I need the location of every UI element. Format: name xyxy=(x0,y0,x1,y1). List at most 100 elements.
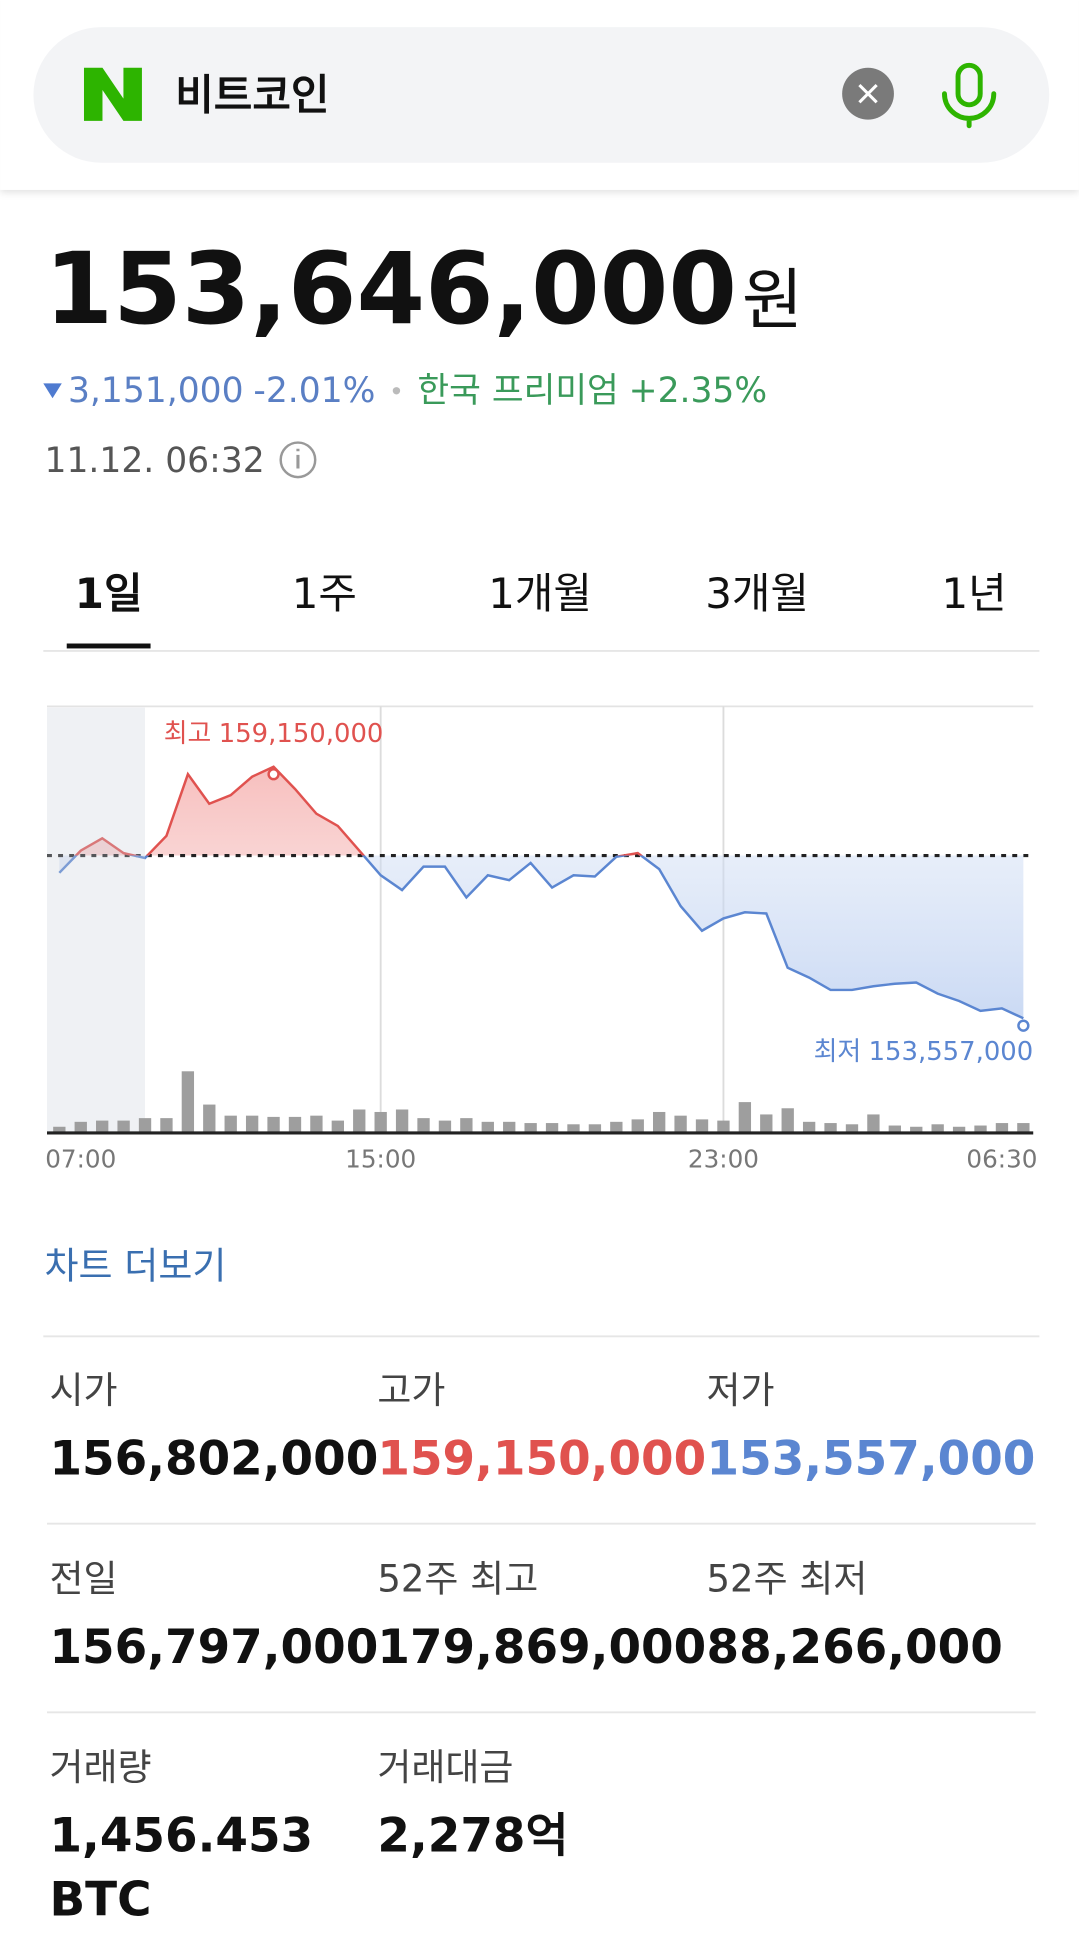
stat-value: 159,150,000 xyxy=(377,1432,706,1486)
low-label-text: 최저 xyxy=(814,1037,862,1067)
volume-bar xyxy=(631,1119,644,1133)
stat-label: 저가 xyxy=(707,1369,775,1412)
volume-bar xyxy=(888,1125,901,1133)
search-query[interactable]: 비트코인 xyxy=(175,71,329,120)
volume-bar xyxy=(845,1124,859,1133)
stat-value: 156,802,000 xyxy=(49,1432,378,1486)
tab-indicator xyxy=(66,643,151,649)
premium-value: +2.35% xyxy=(629,371,768,411)
price-line-down xyxy=(58,855,1024,1020)
tab[interactable]: 1주 xyxy=(292,569,357,618)
price-unit: 원 xyxy=(742,261,803,339)
stat-label: 거래대금 xyxy=(377,1746,513,1789)
tabs: 1일 1주 1개월 3개월 1년 xyxy=(75,569,1007,618)
high-marker xyxy=(267,768,280,781)
volume-bar xyxy=(524,1123,537,1133)
volume-bar xyxy=(610,1121,623,1133)
volume-bar xyxy=(267,1116,280,1133)
stat-label: 52주 최고 xyxy=(377,1558,538,1601)
volume-bar xyxy=(952,1126,966,1133)
volume-bar xyxy=(717,1120,730,1133)
high-label: 최고 159,150,000 xyxy=(164,719,384,749)
volume-bar xyxy=(53,1126,66,1133)
volume-bar xyxy=(910,1126,923,1133)
down-arrow xyxy=(43,383,62,399)
area-up xyxy=(76,766,642,856)
volume-bar xyxy=(310,1115,323,1133)
volume-bar xyxy=(802,1121,816,1133)
tab[interactable]: 1개월 xyxy=(488,569,592,618)
stat-label: 고가 xyxy=(377,1369,445,1412)
search-bar[interactable] xyxy=(33,27,1050,163)
volume-bar xyxy=(974,1125,987,1133)
volume-bar xyxy=(653,1111,666,1133)
stat-value: 88,266,000 xyxy=(707,1621,1003,1675)
volume-bar xyxy=(74,1121,87,1133)
volume-bar xyxy=(824,1123,837,1133)
volume-bar xyxy=(931,1124,944,1133)
stat-label: 시가 xyxy=(49,1369,117,1412)
volume-bar xyxy=(353,1109,366,1133)
mic-button[interactable] xyxy=(942,62,997,129)
premium-label: 한국 프리미엄 xyxy=(417,371,618,411)
high-label-text: 최고 xyxy=(164,719,212,749)
chart: 07:00 15:00 23:00 06:30 최고 159,150,000 최저 153,5… xyxy=(45,705,1037,1173)
change: 3,151,000 -2.01% 한국 프리미엄 +2.35% xyxy=(68,371,767,411)
volume-bar xyxy=(224,1115,237,1133)
stat-unit: BTC xyxy=(49,1874,151,1928)
volume-bar xyxy=(995,1123,1009,1133)
stat-value: 156,797,000 xyxy=(49,1621,378,1675)
timestamp: 11.12. 06:32 xyxy=(45,441,265,481)
volume-bar xyxy=(96,1120,109,1133)
volume-bar xyxy=(203,1104,216,1133)
volume-bar xyxy=(867,1114,880,1133)
volume-bar xyxy=(588,1124,602,1133)
tab[interactable]: 1일 xyxy=(75,569,143,618)
stat-value: 1,456.453 xyxy=(49,1810,313,1864)
stat-label: 전일 xyxy=(49,1558,117,1601)
volume-bar xyxy=(760,1114,773,1133)
volume-bar xyxy=(181,1071,195,1133)
logo[interactable] xyxy=(83,67,142,121)
volume-bar xyxy=(395,1109,409,1133)
x-tick-label: 23:00 xyxy=(688,1144,759,1173)
stat-value: 179,869,000 xyxy=(377,1621,706,1675)
prev-session-shade xyxy=(47,707,146,1133)
x-tick-label: 15:00 xyxy=(345,1144,416,1173)
volume-bar xyxy=(674,1115,687,1133)
volume-bar xyxy=(245,1115,259,1133)
area-down xyxy=(59,855,1024,1019)
volume-bar xyxy=(460,1118,473,1133)
price-value: 153,646,000 xyxy=(45,232,737,347)
stat-value: 153,557,000 xyxy=(707,1432,1036,1486)
separator xyxy=(392,387,401,395)
info-icon[interactable] xyxy=(279,441,317,479)
low-label-value: 153,557,000 xyxy=(869,1037,1034,1067)
volume-bar xyxy=(567,1124,580,1133)
tab[interactable]: 3개월 xyxy=(705,569,809,618)
low-label: 최저 153,557,000 xyxy=(814,1037,1034,1067)
volume-bar xyxy=(417,1118,430,1133)
volume-bar xyxy=(1017,1123,1030,1133)
volume-bar xyxy=(160,1118,173,1133)
volume-bar xyxy=(503,1121,516,1133)
volume-bar xyxy=(695,1119,709,1133)
clear-button[interactable] xyxy=(842,67,894,120)
stat-value: 2,278억 xyxy=(377,1810,568,1864)
volume-bar xyxy=(438,1120,452,1133)
change-percent: -2.01% xyxy=(253,371,375,411)
volume-bar xyxy=(117,1120,130,1133)
volume-bar xyxy=(738,1102,752,1133)
volume-bar xyxy=(331,1120,344,1133)
volume-bar xyxy=(288,1116,302,1133)
tab[interactable]: 1년 xyxy=(941,569,1006,618)
price: 153,646,000원 xyxy=(45,232,804,347)
more-link[interactable]: 차트 더보기 xyxy=(45,1244,227,1287)
stat-label: 거래량 xyxy=(49,1746,151,1789)
x-tick-label: 07:00 xyxy=(45,1144,116,1173)
volume-bar xyxy=(545,1123,559,1133)
high-label-value: 159,150,000 xyxy=(219,719,384,749)
